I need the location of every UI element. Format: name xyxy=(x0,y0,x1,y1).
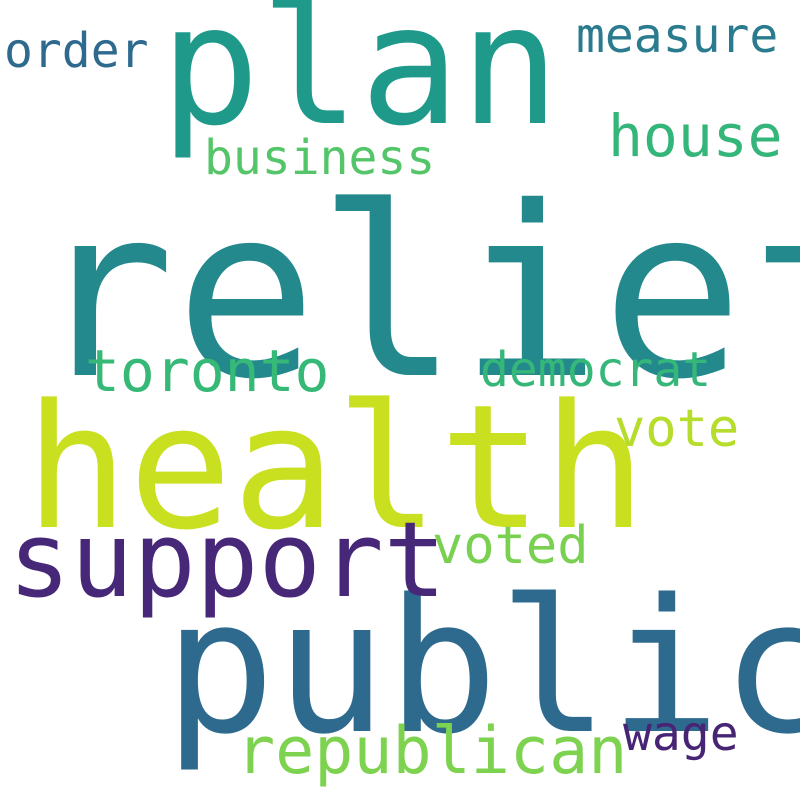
word-relief: relief xyxy=(33,156,800,431)
word-business: business xyxy=(204,130,436,186)
word-order: order xyxy=(4,23,149,79)
word-voted: voted xyxy=(432,516,589,576)
word-democrat: democrat xyxy=(480,342,712,398)
word-public: public xyxy=(164,559,800,775)
word-wage: wage xyxy=(623,706,739,762)
word-republican: republican xyxy=(236,714,628,789)
word-house: house xyxy=(608,102,783,170)
word-support: support xyxy=(8,499,447,621)
word-toronto: toronto xyxy=(85,337,330,405)
word-health: health xyxy=(25,367,647,568)
word-plan: plan xyxy=(160,0,560,163)
word-measure: measure xyxy=(576,8,779,64)
word-vote: vote xyxy=(614,399,740,459)
